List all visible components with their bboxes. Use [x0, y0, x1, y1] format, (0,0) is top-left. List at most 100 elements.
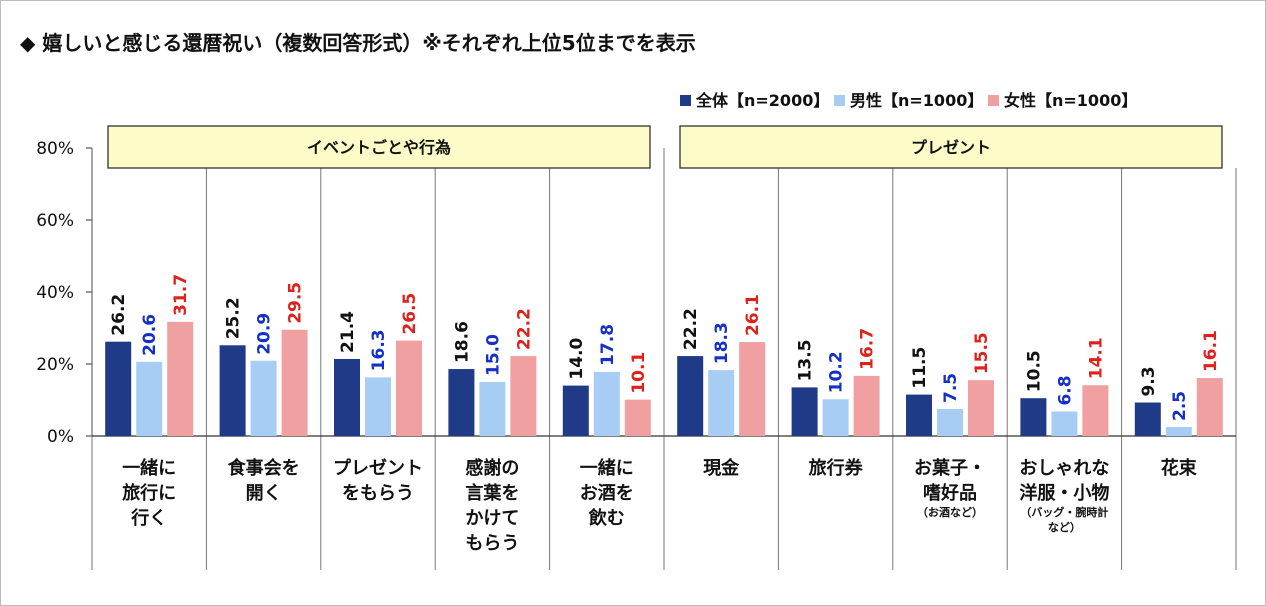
y-tick-label: 20% [36, 355, 74, 375]
data-label: 20.6 [140, 314, 160, 356]
data-label: 26.5 [400, 293, 420, 335]
bar [105, 341, 132, 436]
category-label: 行く [130, 507, 167, 529]
bars [105, 321, 1223, 436]
bar [791, 387, 818, 436]
category-label: 現金 [703, 457, 740, 479]
data-label: 20.9 [255, 313, 275, 355]
category-label: 旅行に [122, 482, 176, 504]
bar [968, 380, 994, 436]
data-label: 29.5 [286, 282, 306, 324]
data-label: 10.5 [1024, 350, 1044, 392]
bar [334, 358, 360, 436]
data-label: 17.8 [598, 324, 618, 366]
bar [1134, 402, 1161, 436]
data-label: 22.2 [514, 308, 534, 350]
data-label: 15.0 [483, 334, 503, 376]
bar [1196, 378, 1223, 436]
category-label: 感謝の [465, 457, 519, 479]
bar [1020, 398, 1047, 436]
data-label: 14.1 [1086, 337, 1106, 379]
y-tick-label: 40% [36, 283, 74, 303]
bar [167, 321, 194, 436]
bar [281, 329, 308, 436]
bar [593, 371, 620, 436]
category-label: 一緒に [580, 457, 634, 479]
bar [1082, 385, 1109, 436]
bar [219, 345, 246, 436]
data-label: 10.1 [629, 352, 649, 394]
category-note: （お酒など） [917, 506, 983, 519]
data-label: 10.2 [827, 351, 847, 393]
bar [822, 399, 849, 436]
bar [479, 382, 506, 436]
legend-label: 女性【n=1000】 [1004, 91, 1137, 110]
bar [136, 361, 163, 436]
bar [1165, 427, 1192, 436]
group-header-box [107, 125, 651, 169]
data-label: 16.3 [369, 329, 389, 371]
legend-swatch [680, 95, 691, 106]
group-header-label: イベントごとや行為 [307, 138, 451, 157]
data-label: 9.3 [1139, 366, 1159, 396]
data-label: 25.2 [224, 297, 244, 339]
category-label: 食事会を [227, 457, 300, 479]
category-label: 旅行券 [809, 457, 864, 479]
bar [624, 399, 651, 436]
category-label: お菓子・ [914, 457, 986, 479]
bar [853, 375, 880, 436]
bar [739, 342, 766, 436]
bar [365, 377, 391, 436]
data-label: 15.5 [972, 332, 992, 374]
bar [1051, 411, 1078, 436]
category-label: 飲む [588, 507, 625, 529]
data-labels: 26.2 20.6 31.7 25.2 20.9 29.5 21.4 16.3 26.5 18.6… [109, 274, 1221, 421]
legend-swatch [988, 95, 999, 106]
category-label: かけて [465, 508, 519, 529]
legend-swatch [834, 95, 845, 106]
bar [510, 356, 537, 436]
category-note: など） [1048, 521, 1081, 534]
category-label: 一緒に [122, 457, 176, 479]
data-label: 21.4 [338, 311, 358, 353]
category-label: プレゼント [333, 457, 423, 479]
data-label: 6.8 [1055, 375, 1075, 405]
data-label: 22.2 [681, 308, 701, 350]
y-tick-label: 80% [36, 139, 74, 159]
category-label: もらう [465, 533, 519, 554]
data-label: 13.5 [796, 339, 816, 381]
axes: 0%20%40%60%80% イベントごとや行為 プレゼント一緒に旅行に行く食事会を… [36, 125, 1237, 570]
bar [250, 360, 277, 436]
category-label: 洋服・小物 [1019, 482, 1109, 504]
data-label: 16.7 [858, 328, 878, 370]
group-header-label: プレゼント [911, 138, 991, 157]
category-label: 開く [246, 483, 282, 504]
category-label: 嗜好品 [923, 482, 977, 504]
data-label: 26.2 [109, 294, 129, 336]
legend-label: 男性【n=1000】 [850, 91, 983, 110]
category-label: 花束 [1161, 457, 1198, 479]
data-label: 11.5 [910, 347, 930, 389]
bar [448, 369, 475, 436]
bar [677, 356, 704, 436]
chart-title: ◆ 嬉しいと感じる還暦祝い（複数回答形式）※それぞれ上位5位までを表示 [20, 31, 696, 55]
category-label: お酒を [580, 482, 634, 504]
category-label: をもらう [342, 483, 414, 504]
data-label: 16.1 [1201, 330, 1221, 372]
y-tick-label: 60% [36, 211, 74, 231]
data-label: 14.0 [567, 337, 587, 379]
category-label: 言葉を [465, 482, 519, 504]
bar [906, 394, 932, 436]
legend-label: 全体【n=2000】 [695, 91, 829, 110]
legend: 全体【n=2000】 男性【n=1000】 女性【n=1000】 [680, 91, 1137, 110]
category-note: （バッグ・腕時計 [1020, 505, 1108, 519]
data-label: 7.5 [941, 373, 961, 403]
data-label: 18.6 [452, 321, 472, 363]
bar [937, 409, 963, 436]
bar [562, 385, 589, 436]
data-label: 31.7 [171, 274, 191, 316]
data-label: 26.1 [743, 294, 763, 336]
category-label: おしゃれな [1019, 458, 1109, 479]
data-label: 2.5 [1170, 391, 1190, 421]
